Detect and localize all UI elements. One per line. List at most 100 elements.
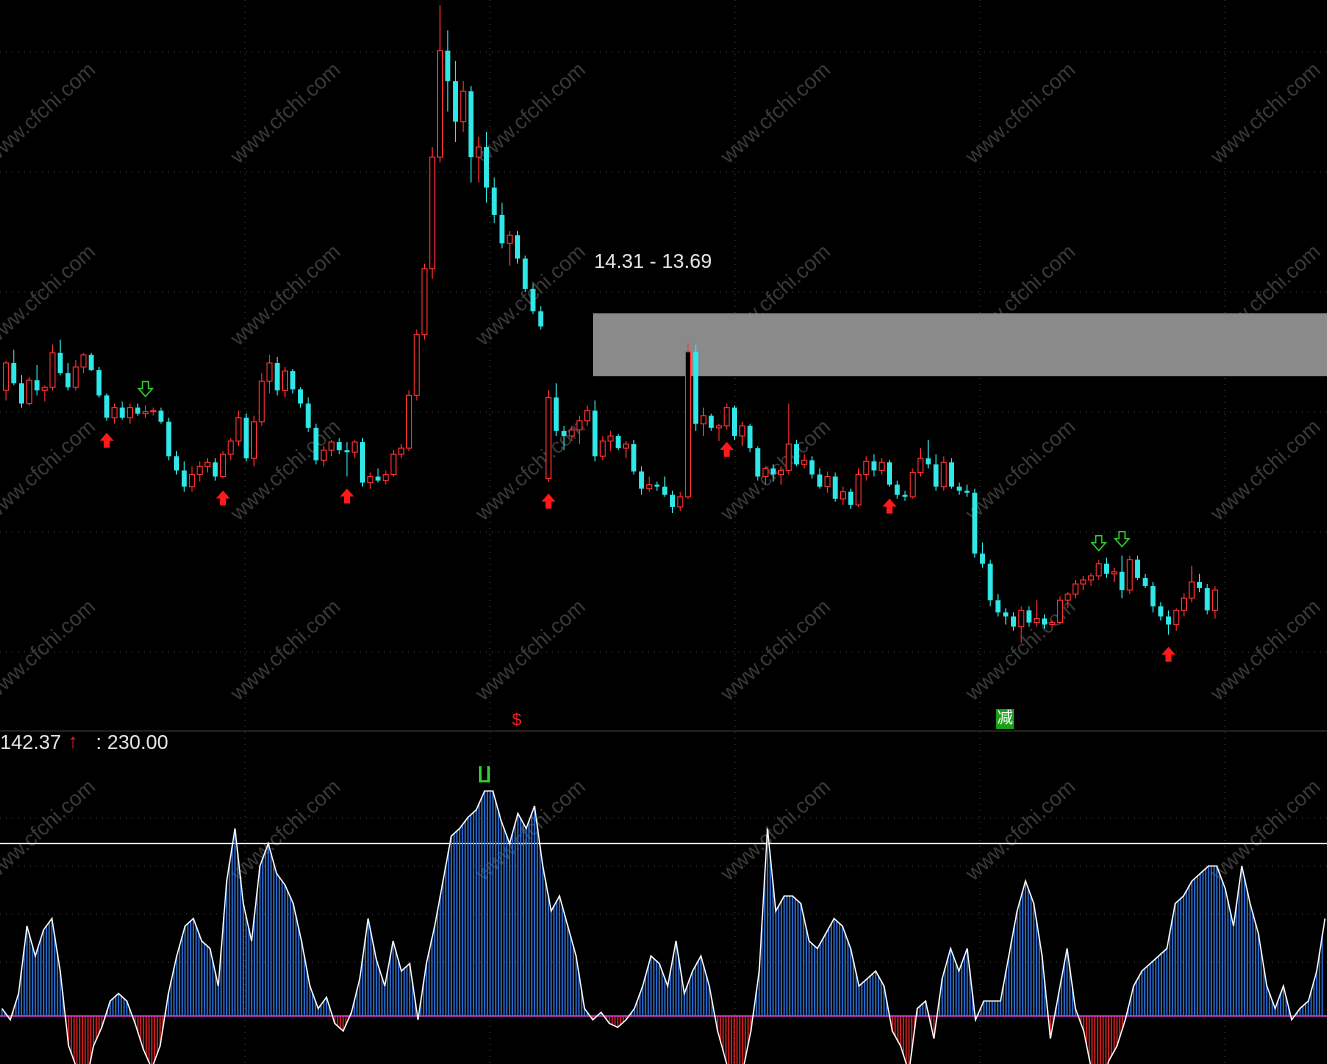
candle — [693, 344, 699, 431]
candle-body — [522, 258, 528, 289]
candle — [1135, 555, 1140, 580]
candle-body — [1003, 612, 1009, 617]
candle — [732, 405, 737, 441]
candle-body — [1197, 581, 1202, 589]
candle-body — [677, 496, 684, 508]
candle — [413, 329, 420, 401]
candle — [545, 390, 552, 482]
candle-body — [119, 407, 125, 418]
candle — [1003, 608, 1009, 625]
candle — [940, 456, 947, 491]
candle-body — [96, 370, 102, 396]
zone-range-label: 14.31 - 13.69 — [594, 251, 712, 273]
candle — [227, 438, 234, 461]
candle — [104, 393, 110, 421]
candle — [437, 5, 443, 163]
candle — [158, 407, 164, 424]
indicator-value: 142.37 — [0, 732, 62, 754]
candle — [212, 458, 218, 481]
candle-body — [351, 441, 358, 453]
candle — [848, 488, 854, 509]
candle — [1057, 596, 1063, 625]
candle — [1088, 572, 1094, 587]
candle-body — [894, 484, 900, 495]
sell-arrow-icon — [137, 380, 154, 398]
candle-body — [26, 379, 33, 405]
candle-body — [189, 474, 195, 488]
candle-body — [794, 444, 799, 465]
candle-body — [1119, 571, 1125, 591]
candle-body — [360, 442, 365, 483]
candle-body — [1111, 571, 1118, 575]
watermark-text: www.cfchi.com — [961, 415, 1080, 526]
candle — [592, 400, 598, 462]
candle-body — [1142, 577, 1148, 587]
candle — [196, 461, 203, 482]
signal-arrows — [99, 380, 1176, 662]
candle — [809, 456, 815, 479]
buy-arrow-icon — [340, 488, 354, 504]
candle-body — [274, 362, 280, 391]
candle-body — [453, 81, 458, 122]
candle — [235, 410, 242, 447]
candle-body — [344, 450, 350, 453]
candle-body — [840, 491, 846, 500]
candle-body — [940, 461, 947, 488]
candle — [499, 202, 505, 249]
watermark-text: www.cfchi.com — [471, 595, 590, 706]
candle — [561, 425, 567, 451]
candle — [755, 446, 761, 481]
candle-body — [1181, 597, 1187, 611]
candle-body — [1033, 617, 1040, 624]
candle — [553, 383, 559, 436]
candle-body — [1204, 588, 1210, 611]
candle-body — [421, 268, 428, 336]
candle-body — [57, 352, 63, 374]
candle — [855, 468, 862, 507]
candle-body — [1095, 563, 1102, 577]
candle — [662, 476, 668, 497]
candle-body — [755, 448, 761, 477]
candle-body — [972, 492, 978, 554]
watermark-text: www.cfchi.com — [716, 775, 835, 886]
candle — [785, 403, 792, 475]
watermark-text: www.cfchi.com — [1206, 415, 1325, 526]
candle-body — [484, 147, 489, 188]
candle-body — [375, 476, 381, 481]
candle — [344, 442, 350, 477]
candle — [599, 435, 606, 461]
candle — [887, 460, 892, 487]
candle — [88, 352, 94, 372]
candle — [135, 403, 141, 416]
candle-body — [266, 362, 273, 382]
candle — [1150, 581, 1156, 613]
candle-body — [1104, 563, 1109, 574]
candle-body — [732, 407, 737, 436]
candle-body — [568, 429, 575, 437]
candle — [568, 425, 575, 442]
candle-body — [398, 447, 405, 455]
candle — [305, 397, 311, 432]
candle — [204, 458, 211, 473]
candle-body — [530, 288, 536, 312]
candle — [832, 472, 838, 502]
candle — [1158, 602, 1164, 621]
candle — [631, 440, 637, 475]
candle — [909, 468, 916, 499]
candle — [716, 423, 722, 442]
candle-body — [778, 469, 784, 476]
candle-body — [429, 156, 436, 270]
candle — [902, 490, 908, 501]
indicator-level-label: : 230.00 — [96, 732, 169, 754]
candle-body — [1042, 618, 1047, 625]
buy-arrow-icon — [882, 498, 897, 514]
candle — [11, 349, 17, 386]
candle-body — [382, 474, 389, 482]
watermark-text: www.cfchi.com — [1206, 58, 1325, 169]
candle — [111, 403, 118, 424]
candle — [639, 466, 644, 495]
candle-body — [204, 461, 211, 467]
candle — [623, 441, 629, 459]
candle — [933, 454, 939, 491]
